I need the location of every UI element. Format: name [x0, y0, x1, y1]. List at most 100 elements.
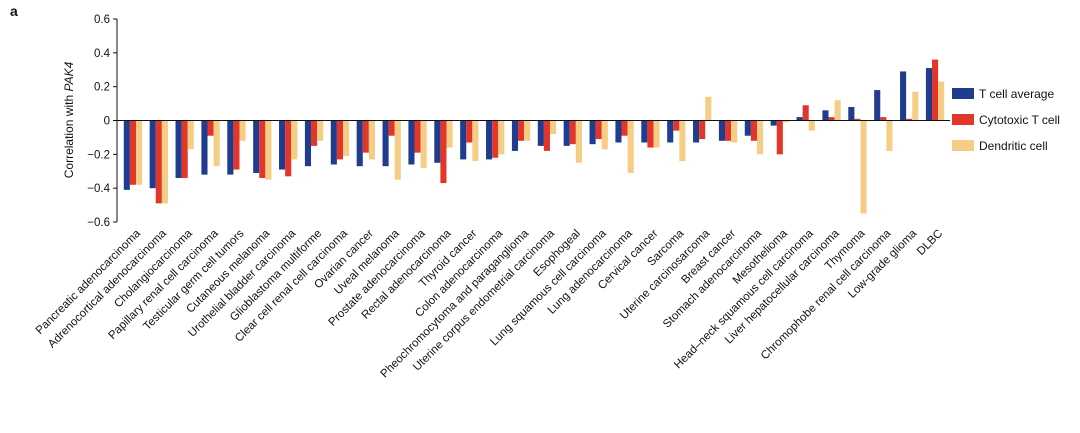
- bar-cytotoxic-t-cell: [595, 120, 602, 140]
- bar-cytotoxic-t-cell: [906, 118, 913, 121]
- bar-cytotoxic-t-cell: [466, 120, 473, 143]
- bar-cytotoxic-t-cell: [181, 120, 188, 179]
- bar-t-cell-average: [356, 120, 363, 167]
- bar-t-cell-average: [201, 120, 208, 175]
- bar-cytotoxic-t-cell: [207, 120, 214, 136]
- panel-label: a: [10, 3, 18, 19]
- bar-dendritic-cell: [420, 120, 427, 168]
- bar-dendritic-cell: [446, 120, 453, 148]
- bar-dendritic-cell: [549, 120, 557, 135]
- legend-label: Dendritic cell: [979, 139, 1048, 153]
- y-axis-title-prefix: Correlation with: [62, 92, 76, 179]
- bar-dendritic-cell: [342, 120, 350, 157]
- bar-cytotoxic-t-cell: [414, 120, 421, 153]
- bar-dendritic-cell: [912, 91, 919, 121]
- category-labels: Pancreatic adenocarcinomaAdrenocortical …: [34, 227, 945, 380]
- bar-t-cell-average: [330, 120, 337, 165]
- bar-dendritic-cell: [524, 120, 531, 141]
- bar-cytotoxic-t-cell: [492, 120, 499, 158]
- bar-dendritic-cell: [575, 120, 582, 163]
- bar-cytotoxic-t-cell: [647, 120, 654, 148]
- bar-t-cell-average: [925, 68, 933, 121]
- bar-dendritic-cell: [161, 120, 168, 204]
- bar-dendritic-cell: [938, 81, 945, 121]
- bar-cytotoxic-t-cell: [440, 120, 447, 184]
- legend-swatch: [952, 114, 974, 125]
- bar-dendritic-cell: [265, 120, 272, 180]
- bar-cytotoxic-t-cell: [155, 120, 162, 204]
- bar-t-cell-average: [304, 120, 312, 167]
- bar-cytotoxic-t-cell: [699, 120, 706, 140]
- bar-t-cell-average: [900, 71, 907, 121]
- bar-cytotoxic-t-cell: [129, 120, 136, 185]
- bar-t-cell-average: [667, 120, 674, 143]
- bar-t-cell-average: [822, 110, 829, 121]
- bar-t-cell-average: [511, 120, 519, 151]
- bar-t-cell-average: [615, 120, 622, 143]
- bar-cytotoxic-t-cell: [388, 120, 395, 136]
- bar-t-cell-average: [537, 120, 544, 146]
- bar-dendritic-cell: [886, 120, 893, 151]
- bar-dendritic-cell: [601, 120, 608, 150]
- bar-cytotoxic-t-cell: [802, 105, 809, 121]
- bar-dendritic-cell: [394, 120, 401, 180]
- bar-cytotoxic-t-cell: [621, 120, 628, 136]
- bar-dendritic-cell: [756, 120, 764, 155]
- bar-t-cell-average: [693, 120, 700, 143]
- bar-t-cell-average: [718, 120, 726, 141]
- bar-t-cell-average: [848, 106, 855, 121]
- bar-t-cell-average: [253, 120, 260, 173]
- bar-cytotoxic-t-cell: [518, 120, 525, 141]
- bar-dendritic-cell: [705, 96, 712, 121]
- bar-dendritic-cell: [368, 120, 375, 160]
- bar-cytotoxic-t-cell: [311, 120, 318, 146]
- bar-dendritic-cell: [317, 120, 324, 141]
- bar-t-cell-average: [589, 120, 596, 145]
- bar-cytotoxic-t-cell: [673, 120, 680, 131]
- bar-dendritic-cell: [135, 120, 143, 185]
- y-tick-label: 0: [104, 116, 110, 128]
- bar-t-cell-average: [796, 117, 803, 121]
- legend-label: Cytotoxic T cell: [979, 113, 1060, 127]
- category-label: DLBC: [915, 228, 945, 258]
- bar-t-cell-average: [123, 120, 130, 190]
- bar-dendritic-cell: [808, 120, 815, 131]
- bar-cytotoxic-t-cell: [880, 117, 887, 121]
- bar-t-cell-average: [460, 120, 467, 160]
- bar-t-cell-average: [770, 120, 777, 126]
- bar-cytotoxic-t-cell: [776, 120, 783, 155]
- bar-cytotoxic-t-cell: [932, 59, 939, 121]
- bar-dendritic-cell: [782, 120, 789, 123]
- bar-cytotoxic-t-cell: [725, 120, 732, 141]
- bar-cytotoxic-t-cell: [569, 120, 576, 145]
- legend-swatch: [952, 88, 974, 99]
- bar-cytotoxic-t-cell: [259, 120, 266, 179]
- y-tick-label: −0.6: [87, 217, 110, 229]
- bar-dendritic-cell: [472, 120, 479, 162]
- bar-dendritic-cell: [679, 120, 686, 162]
- bar-cytotoxic-t-cell: [336, 120, 343, 160]
- bar-t-cell-average: [486, 120, 493, 160]
- bar-cytotoxic-t-cell: [362, 120, 369, 153]
- bar-cytotoxic-t-cell: [233, 120, 240, 170]
- bar-t-cell-average: [382, 120, 389, 167]
- bar-t-cell-average: [434, 120, 441, 163]
- bar-t-cell-average: [408, 120, 415, 165]
- bar-group: [123, 59, 945, 214]
- legend-label: T cell average: [979, 87, 1054, 101]
- bar-cytotoxic-t-cell: [750, 120, 757, 141]
- bar-t-cell-average: [563, 120, 570, 146]
- bar-t-cell-average: [279, 120, 286, 170]
- y-tick-label: 0.2: [94, 82, 110, 94]
- y-tick-label: −0.2: [87, 149, 110, 161]
- bar-dendritic-cell: [291, 120, 298, 160]
- legend-swatch: [952, 140, 974, 151]
- y-axis-title: Correlation with PAK4: [62, 61, 76, 178]
- bar-t-cell-average: [149, 120, 156, 189]
- y-tick-label: −0.4: [87, 183, 110, 195]
- bar-dendritic-cell: [239, 120, 246, 141]
- bar-dendritic-cell: [860, 120, 867, 214]
- y-tick-label: 0.6: [94, 14, 110, 26]
